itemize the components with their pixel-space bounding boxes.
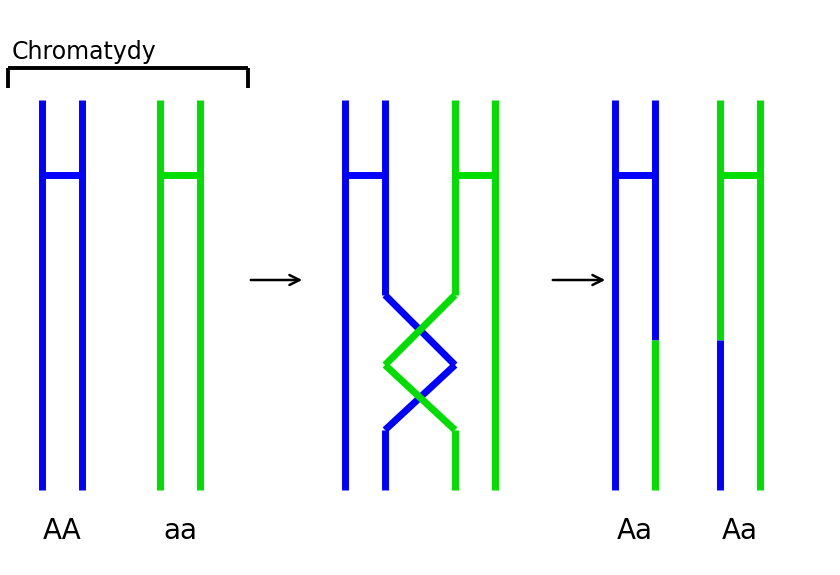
Text: Aa: Aa (617, 517, 653, 545)
Text: Chromatydy: Chromatydy (12, 40, 157, 64)
Text: AA: AA (43, 517, 81, 545)
Text: Aa: Aa (722, 517, 758, 545)
Text: aa: aa (163, 517, 197, 545)
